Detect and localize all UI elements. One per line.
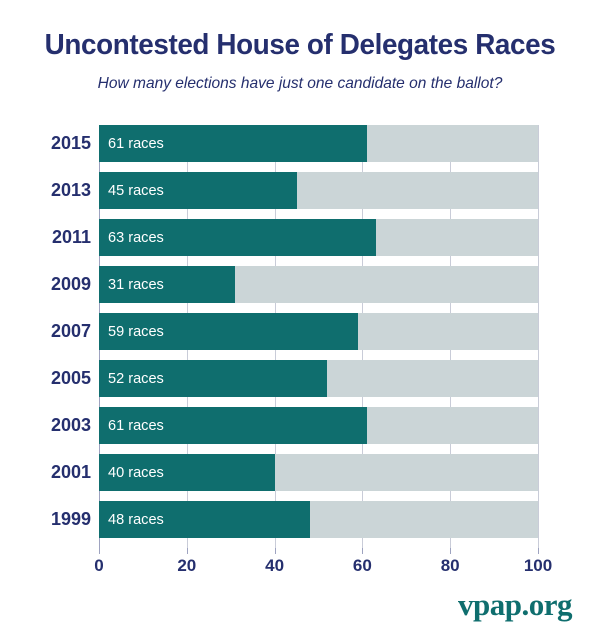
y-axis-tick-label: 2013 xyxy=(50,180,91,200)
bar-value-label: 45 races xyxy=(108,182,164,199)
page-title: Uncontested House of Delegates Races xyxy=(44,29,556,61)
y-axis-tick-label: 2003 xyxy=(50,415,91,435)
x-axis-tick-label: 100 xyxy=(523,556,553,575)
bar-row: 2005 52 races xyxy=(51,360,538,397)
bar-value-label: 61 races xyxy=(108,417,164,434)
bar[interactable] xyxy=(99,266,236,303)
bar-row: 2015 61 races xyxy=(51,125,538,162)
gridline xyxy=(538,125,539,548)
x-axis-tick-label: 60 xyxy=(352,556,372,575)
x-axis-tick-label: 0 xyxy=(94,556,104,575)
x-axis-tick-label: 40 xyxy=(265,556,285,575)
y-axis-tick-label: 2011 xyxy=(51,227,91,247)
bar-value-label: 63 races xyxy=(108,229,164,246)
bar[interactable] xyxy=(99,407,367,444)
bar-value-label: 52 races xyxy=(108,370,164,387)
y-axis-tick-label: 1999 xyxy=(50,509,91,529)
x-axis-tick-mark xyxy=(274,548,276,554)
bar-value-label: 61 races xyxy=(108,135,164,152)
x-axis: 0 20 40 60 80 100 xyxy=(94,548,552,578)
bar-row: 2003 61 races xyxy=(51,407,538,444)
bar[interactable] xyxy=(99,501,310,538)
bar[interactable] xyxy=(99,219,376,256)
x-axis-tick-mark xyxy=(186,548,188,554)
y-axis-tick-label: 2007 xyxy=(50,321,91,341)
plot-area: 2015 61 races 2013 45 races 2011 63 races 2009… xyxy=(51,125,539,548)
chart-subtitle: How many elections have just one candida… xyxy=(97,75,503,92)
bar-value-label: 40 races xyxy=(108,464,164,481)
y-axis-tick-label: 2001 xyxy=(50,462,91,482)
x-axis-tick-mark xyxy=(450,548,452,554)
bar-value-label: 59 races xyxy=(108,323,164,340)
y-axis-tick-label: 2015 xyxy=(50,133,91,153)
bar-row: 2011 63 races xyxy=(52,219,538,256)
bar[interactable] xyxy=(99,454,275,491)
bar-row: 2001 40 races xyxy=(51,454,538,491)
bar-row: 2009 31 races xyxy=(51,266,538,303)
bar-row: 2007 59 races xyxy=(51,313,538,350)
bar-value-label: 31 races xyxy=(108,276,164,293)
x-axis-tick-mark xyxy=(538,548,539,554)
y-axis-tick-label: 2009 xyxy=(50,274,91,294)
bar[interactable] xyxy=(99,172,297,209)
y-axis-tick-label: 2005 xyxy=(50,368,91,388)
x-axis-tick-mark xyxy=(362,548,364,554)
bar[interactable] xyxy=(99,313,358,350)
bar-value-label: 48 races xyxy=(108,511,164,528)
x-axis-tick-label: 20 xyxy=(177,556,197,575)
bar-row: 2013 45 races xyxy=(51,172,538,209)
vpap-logo[interactable]: vpap.org xyxy=(458,587,573,622)
bar-rows: 2015 61 races 2013 45 races 2011 63 races 2009… xyxy=(51,125,538,548)
bar[interactable] xyxy=(99,125,367,162)
x-axis-tick-label: 80 xyxy=(440,556,460,575)
bar[interactable] xyxy=(99,360,328,397)
x-axis-tick-mark xyxy=(99,548,100,554)
bar-row: 1999 48 races xyxy=(51,501,538,538)
